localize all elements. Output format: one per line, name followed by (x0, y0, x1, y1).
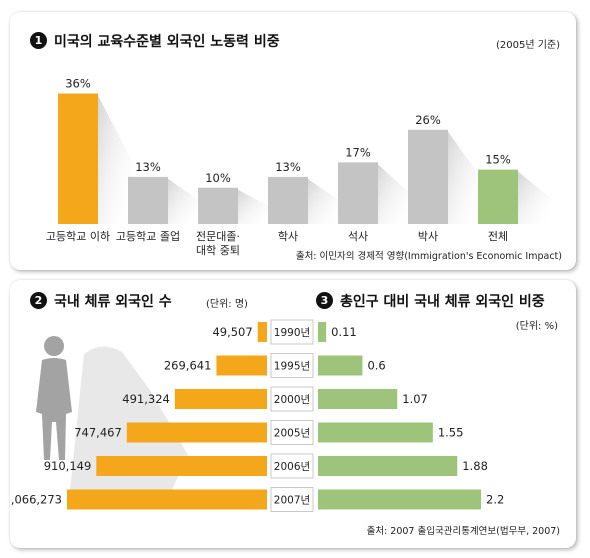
bar-shadow (168, 178, 202, 224)
year-label: 1990년 (274, 327, 310, 339)
chart-number-badge: 1 (30, 32, 47, 49)
data-label: 2.2 (486, 493, 504, 507)
data-label: 15% (485, 153, 511, 167)
bar (268, 176, 308, 224)
year-box (270, 420, 314, 445)
category-label: 석사 (348, 230, 368, 243)
education-bar-chart: 36% 고등학교 이하 13% 고등학교 졸업 10% 전문대졸·대학 중퇴 13% 학사 17… (46, 77, 552, 257)
data-label: 269,641 (164, 359, 212, 373)
bar (338, 162, 378, 224)
bar (478, 169, 518, 224)
bar (408, 129, 448, 224)
bar (257, 322, 267, 342)
bar-shadow (308, 178, 342, 224)
data-label: 0.11 (331, 325, 357, 339)
foreigners-chart-panel: 2 국내 체류 외국인 수 (단위: 명) 3 총인구 대비 국내 체류 외국인… (10, 280, 576, 548)
year-box (270, 487, 314, 512)
bar (174, 389, 267, 409)
year-box (270, 453, 314, 479)
category-label: 전체 (488, 230, 508, 243)
data-label: 910,149 (44, 459, 92, 473)
chart-title: 미국의 교육수준별 외국인 노동력 비중 (54, 34, 280, 50)
chart-unit: (단위: %) (515, 321, 558, 332)
category-label: 고등학교 이하 (46, 229, 110, 243)
bar-shadow (238, 189, 272, 224)
chart-source: 출처: 이민자의 경제적 영향(Immigration's Economic I… (295, 251, 562, 262)
bar (318, 389, 398, 409)
bar-shadow (448, 131, 482, 224)
year-box (270, 386, 314, 412)
bar (216, 355, 267, 376)
data-label: 1,066,273 (10, 493, 62, 507)
category-label: 박사 (418, 230, 438, 243)
bar (318, 456, 458, 476)
chart-title: 국내 체류 외국인 수 (54, 294, 172, 310)
chart-number-badge: 3 (316, 292, 333, 309)
bar (318, 422, 433, 443)
year-box (270, 319, 314, 345)
data-label: 747,467 (74, 426, 122, 440)
chart-note: (2005년 기준) (495, 40, 560, 51)
category-label: 고등학교 졸업 (116, 230, 180, 243)
chart-title: 총인구 대비 국내 체류 외국인 비중 (340, 294, 545, 310)
year-label: 2007년 (274, 495, 310, 507)
data-label: 26% (415, 113, 441, 127)
data-label: 49,507 (212, 325, 252, 339)
data-label: 10% (205, 171, 231, 185)
category-label: 대학 중퇴 (196, 244, 240, 257)
bar (128, 176, 168, 224)
category-label: 전문대졸· (196, 230, 240, 243)
data-label: 13% (135, 160, 161, 174)
chart-number-badge: 2 (30, 292, 47, 309)
person-silhouette-icon (36, 358, 72, 460)
data-label: 17% (345, 145, 371, 159)
year-label: 2005년 (274, 428, 310, 440)
bar-shadow (518, 171, 552, 224)
person-head-icon (44, 336, 64, 356)
year-label: 2006년 (274, 461, 310, 473)
bar (318, 355, 363, 376)
year-box (270, 353, 314, 378)
data-label: 36% (65, 77, 91, 91)
bar-shadow (378, 164, 412, 224)
education-chart-panel: 1 미국의 교육수준별 외국인 노동력 비중 (2005년 기준) 36% 고등학… (10, 12, 576, 270)
chart-unit: (단위: 명) (206, 299, 248, 310)
data-label: 1.88 (462, 459, 488, 473)
bar (198, 187, 238, 224)
category-label: 학사 (278, 230, 298, 243)
bar (96, 456, 267, 476)
person-shadow-icon (70, 346, 188, 490)
foreigners-bar-charts: 1990년 49,507 0.11 1995년 269,641 0.6 2000년 491,3… (10, 319, 504, 512)
data-label: 0.6 (367, 359, 385, 373)
data-label: 1.55 (438, 426, 464, 440)
bar (58, 93, 98, 224)
bar (318, 322, 327, 342)
data-label: 13% (275, 160, 301, 174)
bar (126, 422, 268, 443)
data-label: 491,324 (122, 392, 170, 406)
year-label: 2000년 (274, 394, 310, 406)
chart-source: 출처: 2007 출입국관리통계연보(법무부, 2007) (366, 526, 560, 537)
bar (67, 489, 267, 510)
bar (318, 489, 481, 510)
data-label: 1.07 (402, 392, 428, 406)
bar-shadow (98, 95, 132, 224)
year-label: 1995년 (274, 361, 310, 373)
